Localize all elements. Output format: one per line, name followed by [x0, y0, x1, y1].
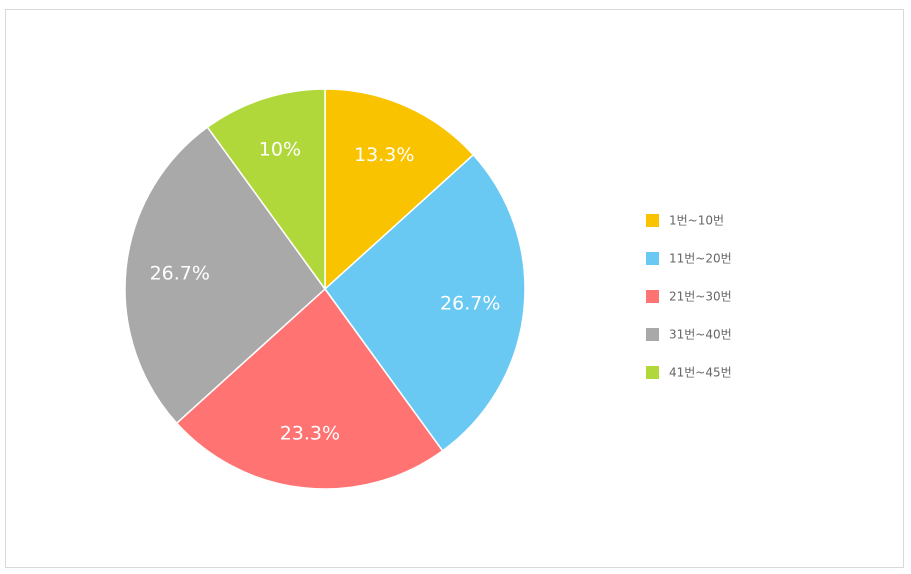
- legend-item-3[interactable]: 21번~30번: [646, 290, 732, 304]
- slice-value-label-2: 26.7%: [440, 293, 500, 315]
- legend-item-1[interactable]: 1번~10번: [646, 214, 724, 228]
- legend: 1번~10번 11번~20번 21번~30번 31번~40번 41번~45번: [646, 214, 732, 380]
- slice-value-label-5: 10%: [259, 139, 301, 161]
- legend-item-4[interactable]: 31번~40번: [646, 328, 732, 342]
- slice-value-label-4: 26.7%: [150, 262, 210, 284]
- legend-label-2: 11번~20번: [669, 252, 732, 266]
- legend-item-2[interactable]: 11번~20번: [646, 252, 732, 266]
- legend-swatch-2: [646, 252, 659, 265]
- legend-swatch-4: [646, 328, 659, 341]
- legend-swatch-3: [646, 290, 659, 303]
- legend-label-3: 21번~30번: [669, 290, 732, 304]
- legend-label-1: 1번~10번: [669, 214, 724, 228]
- legend-label-4: 31번~40번: [669, 328, 732, 342]
- legend-label-5: 41번~45번: [669, 366, 732, 380]
- legend-swatch-5: [646, 366, 659, 379]
- slice-value-label-1: 13.3%: [354, 144, 414, 166]
- legend-item-5[interactable]: 41번~45번: [646, 366, 732, 380]
- legend-swatch-1: [646, 214, 659, 227]
- slice-value-label-3: 23.3%: [280, 423, 340, 445]
